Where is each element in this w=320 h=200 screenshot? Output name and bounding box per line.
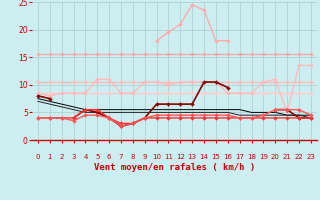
X-axis label: Vent moyen/en rafales ( km/h ): Vent moyen/en rafales ( km/h ) <box>94 163 255 172</box>
